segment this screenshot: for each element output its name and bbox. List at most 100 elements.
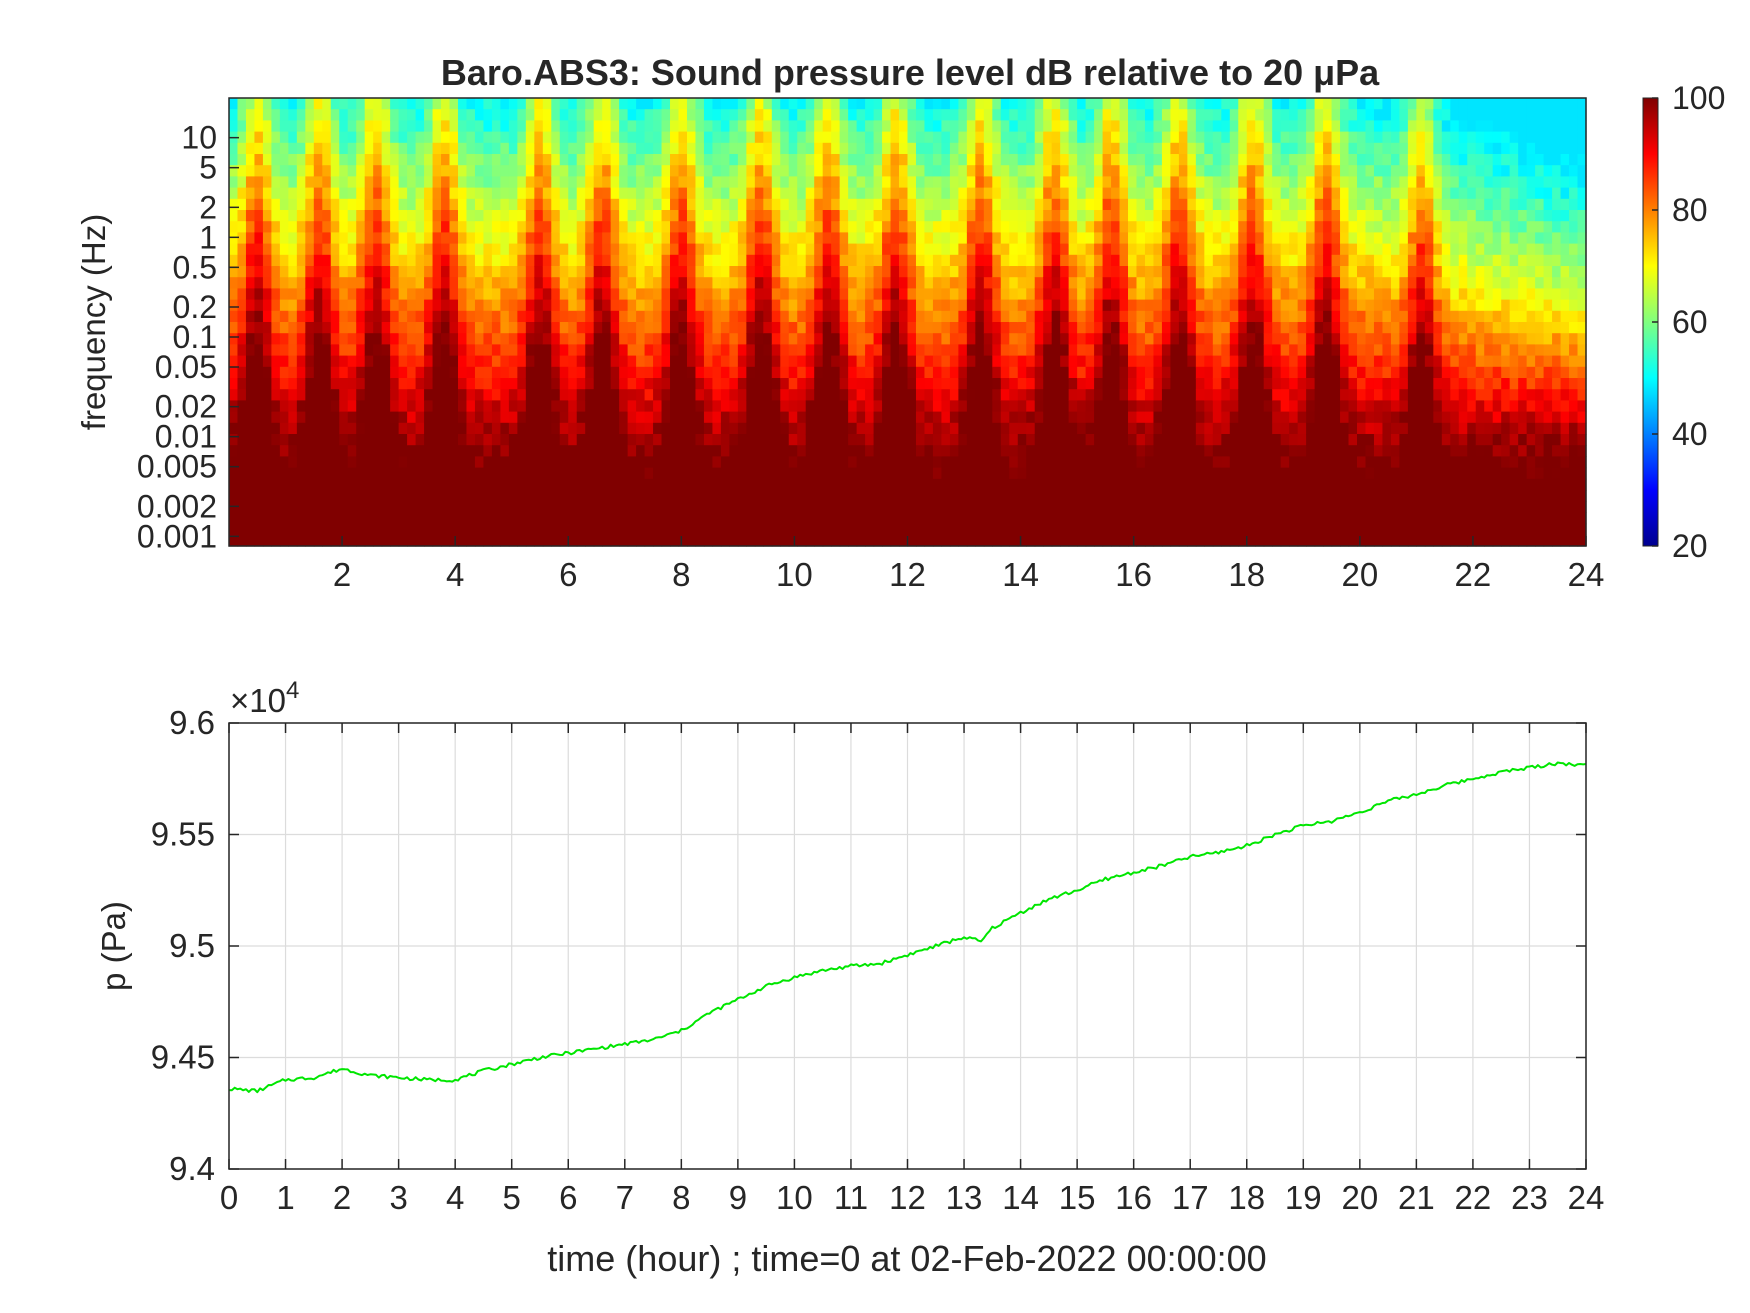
heatmap-cell <box>1017 154 1027 166</box>
heatmap-cell <box>610 333 620 345</box>
heatmap-cell <box>703 422 714 435</box>
heatmap-cell <box>1043 310 1053 323</box>
heatmap-cell <box>814 445 824 457</box>
heatmap-cell <box>449 142 459 155</box>
heatmap-cell <box>678 366 688 379</box>
heatmap-cell <box>644 142 654 155</box>
heatmap-cell <box>695 490 705 502</box>
heatmap-cell <box>474 109 485 121</box>
heatmap-cell <box>237 210 247 222</box>
heatmap-cell <box>737 411 747 424</box>
heatmap-cell <box>1034 165 1044 177</box>
heatmap-cell <box>1068 142 1078 155</box>
heatmap-cell <box>924 277 934 289</box>
heatmap-cell <box>839 232 849 245</box>
heatmap-cell <box>983 400 993 413</box>
heatmap-cell <box>1060 154 1070 166</box>
heatmap-cell <box>1246 366 1256 379</box>
heatmap-cell <box>1085 288 1095 301</box>
heatmap-cell <box>356 266 366 278</box>
heatmap-cell <box>1111 534 1121 547</box>
heatmap-cell <box>415 266 425 278</box>
heatmap-cell <box>466 366 476 379</box>
heatmap-cell <box>364 299 374 312</box>
heatmap-cell <box>305 411 315 424</box>
heatmap-cell <box>1221 322 1231 334</box>
heatmap-cell <box>686 210 697 222</box>
heatmap-cell <box>882 512 892 525</box>
heatmap-cell <box>831 243 841 256</box>
heatmap-cell <box>449 478 459 491</box>
heatmap-cell <box>907 512 917 525</box>
heatmap-cell <box>975 243 985 256</box>
heatmap-cell <box>313 288 323 301</box>
heatmap-cell <box>1128 131 1138 144</box>
heatmap-cell <box>1144 131 1155 144</box>
heatmap-cell <box>1238 400 1248 413</box>
heatmap-cell <box>347 98 357 110</box>
heatmap-cell <box>1043 98 1053 110</box>
heatmap-cell <box>1017 400 1027 413</box>
heatmap-cell <box>899 523 909 536</box>
heatmap-cell <box>568 422 578 435</box>
heatmap-cell <box>924 366 934 379</box>
heatmap-cell <box>627 355 637 368</box>
heatmap-cell <box>1102 154 1112 166</box>
heatmap-cell <box>500 142 510 155</box>
heatmap-cell <box>1170 254 1180 267</box>
heatmap-cell <box>457 310 468 323</box>
heatmap-cell <box>1272 288 1282 301</box>
heatmap-cell <box>381 165 391 177</box>
heatmap-cell <box>932 299 943 312</box>
heatmap-cell <box>899 378 909 390</box>
heatmap-cell <box>364 534 374 547</box>
heatmap-cell <box>780 98 790 110</box>
heatmap-cell <box>1102 456 1112 469</box>
heatmap-cell <box>737 434 747 446</box>
heatmap-cell <box>899 154 909 166</box>
heatmap-cell <box>271 198 281 211</box>
heatmap-cell <box>653 243 663 256</box>
heatmap-cell <box>1102 288 1112 301</box>
heatmap-cell <box>568 266 578 278</box>
heatmap-cell <box>602 254 612 267</box>
heatmap-cell <box>703 467 714 480</box>
heatmap-cell <box>296 277 306 289</box>
heatmap-cell <box>415 400 425 413</box>
heatmap-cell <box>1204 176 1214 189</box>
heatmap-cell <box>848 456 858 469</box>
heatmap-cell <box>975 109 985 121</box>
heatmap-cell <box>254 333 264 345</box>
heatmap-cell <box>237 445 247 457</box>
heatmap-cell <box>983 187 993 200</box>
heatmap-cell <box>610 456 620 469</box>
heatmap-cell <box>780 333 790 345</box>
heatmap-cell <box>890 176 900 189</box>
heatmap-cell <box>1009 98 1019 110</box>
heatmap-cell <box>1119 187 1129 200</box>
heatmap-cell <box>296 523 306 536</box>
heatmap-cell <box>1119 355 1129 368</box>
heatmap-cell <box>1111 288 1121 301</box>
heatmap-cell <box>780 243 790 256</box>
heatmap-cell <box>822 277 832 289</box>
heatmap-cell <box>525 411 535 424</box>
heatmap-cell <box>1077 501 1087 513</box>
heatmap-cell <box>1077 98 1087 110</box>
heatmap-cell <box>958 299 968 312</box>
heatmap-cell <box>1128 254 1138 267</box>
heatmap-cell <box>296 221 306 233</box>
heatmap-cell <box>1255 333 1265 345</box>
heatmap-cell <box>339 400 349 413</box>
heatmap-cell <box>754 411 764 424</box>
heatmap-cell <box>525 198 535 211</box>
heatmap-cell <box>1263 478 1273 491</box>
heatmap-cell <box>1051 378 1061 390</box>
heatmap-cell <box>958 534 968 547</box>
heatmap-cell <box>1000 277 1010 289</box>
heatmap-cell <box>313 478 323 491</box>
heatmap-cell <box>534 310 544 323</box>
heatmap-cell <box>797 187 807 200</box>
heatmap-cell <box>559 434 569 446</box>
heatmap-cell <box>1043 221 1053 233</box>
